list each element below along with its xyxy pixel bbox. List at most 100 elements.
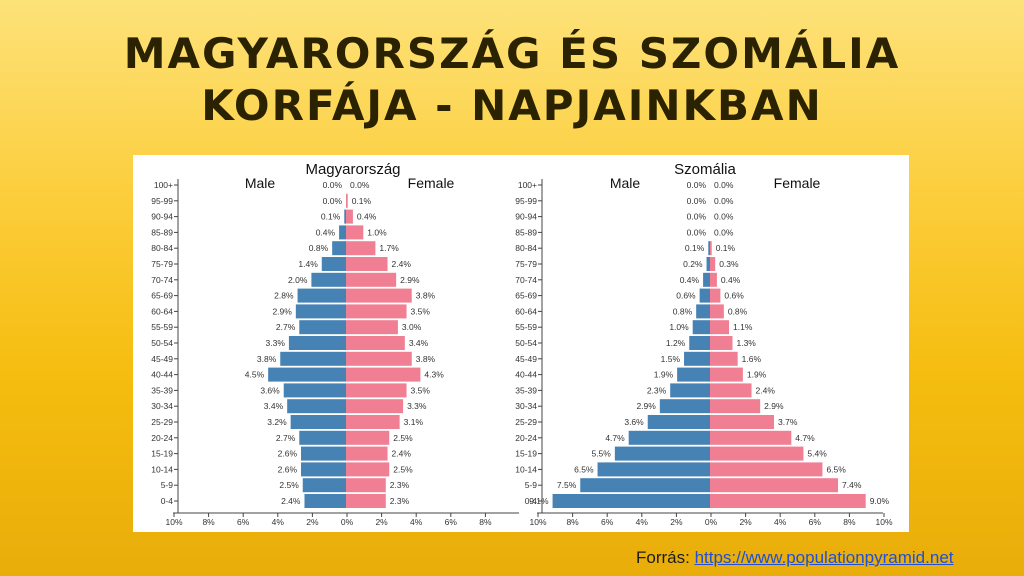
female-header-hu: Female — [408, 175, 455, 191]
male-header-hu: Male — [245, 175, 276, 191]
female-value-label-so: 1.1% — [733, 322, 753, 332]
age-label-so: 15-19 — [515, 449, 537, 459]
female-value-label-so: 0.6% — [724, 291, 744, 301]
male-bar-hu-70-74 — [311, 272, 346, 287]
male-value-label-so: 0.2% — [683, 259, 703, 269]
female-bar-so-75-79 — [710, 257, 716, 271]
x-tick-label-so: 10% — [875, 517, 892, 527]
male-value-label-so: 0.0% — [687, 180, 707, 190]
female-bar-hu-65-69 — [346, 288, 412, 303]
age-label-so: 5-9 — [525, 480, 538, 490]
male-bar-hu-10-14 — [301, 462, 346, 477]
male-bar-hu-55-59 — [299, 320, 346, 335]
female-bar-hu-60-64 — [346, 304, 407, 319]
male-value-label-hu: 1.4% — [298, 259, 318, 269]
male-value-label-so: 1.2% — [666, 338, 686, 348]
age-label-hu: 40-44 — [151, 370, 173, 380]
age-label-so: 45-49 — [515, 354, 537, 364]
age-label-so: 55-59 — [515, 322, 537, 332]
female-bar-so-15-19 — [710, 446, 804, 461]
male-bar-hu-0-4 — [304, 494, 346, 508]
age-label-so: 70-74 — [515, 275, 537, 285]
male-bar-so-10-14 — [597, 462, 710, 477]
male-value-label-so: 0.1% — [685, 243, 705, 253]
female-value-label-hu: 2.3% — [390, 480, 410, 490]
female-bar-so-55-59 — [710, 320, 730, 335]
source-link[interactable]: https://www.populationpyramid.net — [694, 548, 954, 567]
female-value-label-so: 0.3% — [719, 259, 739, 269]
male-value-label-hu: 2.4% — [281, 496, 301, 506]
x-tick-label-hu: 0% — [341, 517, 354, 527]
age-label-hu: 100+ — [154, 180, 173, 190]
female-bar-hu-45-49 — [346, 351, 412, 366]
male-value-label-so: 2.3% — [647, 385, 667, 395]
age-label-so: 95-99 — [515, 196, 537, 206]
female-bar-hu-15-19 — [346, 446, 388, 461]
source-citation: Forrás: https://www.populationpyramid.ne… — [636, 548, 954, 568]
female-value-label-so: 5.4% — [807, 449, 827, 459]
female-value-label-hu: 3.0% — [402, 322, 422, 332]
x-tick-label-so: 2% — [739, 517, 752, 527]
age-label-hu: 50-54 — [151, 338, 173, 348]
male-bar-hu-25-29 — [290, 415, 346, 429]
female-bar-hu-80-84 — [346, 241, 376, 256]
female-bar-hu-35-39 — [346, 383, 407, 398]
age-label-hu: 70-74 — [151, 275, 173, 285]
male-value-label-so: 0.8% — [673, 306, 693, 316]
age-label-hu: 95-99 — [151, 196, 173, 206]
age-label-so: 25-29 — [515, 417, 537, 427]
male-bar-hu-80-84 — [332, 241, 346, 256]
female-value-label-hu: 2.5% — [393, 433, 413, 443]
male-value-label-hu: 0.4% — [316, 227, 336, 237]
female-value-label-so: 1.9% — [747, 370, 767, 380]
age-label-so: 0-4 — [525, 496, 538, 506]
male-value-label-so: 1.0% — [669, 322, 689, 332]
x-tick-label-hu: 10% — [165, 517, 182, 527]
male-bar-hu-75-79 — [321, 257, 346, 271]
population-pyramids-svg: Magyarország Male Female 100+ 0.0% 0.0% 95-99 0… — [151, 161, 893, 527]
male-value-label-so: 7.5% — [557, 480, 577, 490]
female-value-label-so: 0.0% — [714, 196, 734, 206]
x-tick-label-hu: 8% — [202, 517, 215, 527]
female-bar-so-0-4 — [710, 494, 866, 508]
male-value-label-hu: 3.3% — [266, 338, 286, 348]
female-bar-so-40-44 — [710, 367, 743, 382]
male-bar-so-50-54 — [689, 336, 710, 350]
female-value-label-so: 6.5% — [826, 464, 846, 474]
male-bar-so-35-39 — [670, 383, 710, 398]
male-value-label-so: 5.5% — [591, 449, 611, 459]
male-bar-so-55-59 — [692, 320, 710, 335]
male-bar-so-5-9 — [580, 478, 710, 493]
male-bar-so-45-49 — [684, 351, 710, 366]
age-label-hu: 30-34 — [151, 401, 173, 411]
male-value-label-hu: 2.5% — [279, 480, 299, 490]
male-bar-hu-40-44 — [268, 367, 346, 382]
male-value-label-hu: 0.8% — [309, 243, 329, 253]
slide-title-line1: MAGYARORSZÁG ÉS SZOMÁLIA — [123, 29, 901, 78]
male-bar-so-15-19 — [614, 446, 710, 461]
female-value-label-hu: 0.1% — [352, 196, 372, 206]
age-label-so: 75-79 — [515, 259, 537, 269]
female-bar-hu-30-34 — [346, 399, 404, 414]
female-value-label-so: 0.8% — [728, 306, 748, 316]
male-bar-so-80-84 — [708, 241, 710, 256]
female-value-label-hu: 2.9% — [400, 275, 420, 285]
x-tick-label-hu: 4% — [410, 517, 423, 527]
male-value-label-so: 0.0% — [687, 196, 707, 206]
age-label-so: 90-94 — [515, 212, 537, 222]
male-bar-hu-5-9 — [302, 478, 346, 493]
female-value-label-hu: 2.3% — [390, 496, 410, 506]
female-value-label-hu: 3.8% — [416, 354, 436, 364]
age-label-so: 35-39 — [515, 385, 537, 395]
female-value-label-so: 2.9% — [764, 401, 784, 411]
female-value-label-hu: 3.8% — [416, 291, 436, 301]
female-bar-so-70-74 — [710, 272, 717, 287]
x-tick-label-hu: 6% — [445, 517, 458, 527]
male-value-label-so: 9.1% — [529, 496, 549, 506]
chart-title-hu: Magyarország — [305, 161, 400, 178]
female-value-label-so: 0.0% — [714, 212, 734, 222]
age-label-so: 80-84 — [515, 243, 537, 253]
male-bar-hu-20-24 — [299, 430, 346, 445]
male-bar-hu-45-49 — [280, 351, 346, 366]
female-bar-hu-40-44 — [346, 367, 421, 382]
